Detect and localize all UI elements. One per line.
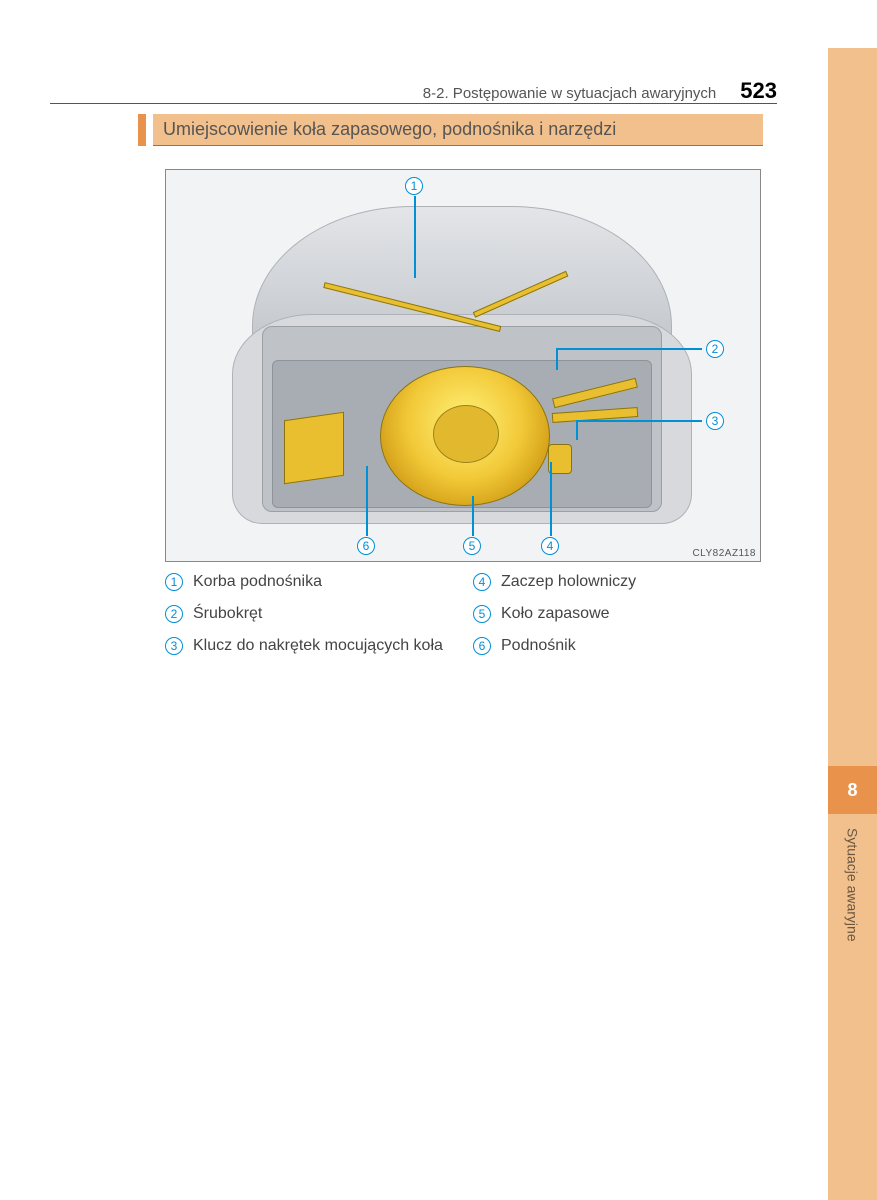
figure-callout-3: 3: [706, 412, 724, 430]
legend-item: 2 Śrubokręt: [165, 602, 453, 626]
figure-callout-1: 1: [405, 177, 423, 195]
figure-illustration: [192, 200, 736, 554]
figure-callout-2: 2: [706, 340, 724, 358]
legend-text: Koło zapasowe: [501, 602, 761, 626]
jack-crank-icon: [324, 252, 544, 312]
spare-wheel-icon: [380, 366, 550, 506]
legend-num: 2: [165, 605, 183, 623]
heading-text: Umiejscowienie koła zapasowego, podnośni…: [153, 114, 763, 146]
chapter-title-vertical: Sytuacje awaryjne: [828, 828, 877, 1028]
figure-trunk-tools: 1 2 3 4 5 6 CLY82AZ118: [165, 169, 761, 562]
legend-num: 3: [165, 637, 183, 655]
legend-col-left: 1 Korba podnośnika 2 Śrubokręt 3 Klucz d…: [165, 570, 453, 666]
section-heading: Umiejscowienie koła zapasowego, podnośni…: [138, 114, 763, 146]
legend-item: 6 Podnośnik: [473, 634, 761, 658]
figure-callout-5: 5: [463, 537, 481, 555]
legend-text: Klucz do nakrętek mocujących koła: [193, 634, 453, 658]
legend-item: 1 Korba podnośnika: [165, 570, 453, 594]
legend-text: Zaczep holowniczy: [501, 570, 761, 594]
legend-item: 3 Klucz do nakrętek mocujących koła: [165, 634, 453, 658]
legend-item: 4 Zaczep holowniczy: [473, 570, 761, 594]
legend-num: 4: [473, 573, 491, 591]
header-rule: [50, 103, 777, 104]
legend-num: 6: [473, 637, 491, 655]
heading-accent-bar: [138, 114, 146, 146]
legend-num: 1: [165, 573, 183, 591]
legend-text: Podnośnik: [501, 634, 761, 658]
figure-legend: 1 Korba podnośnika 2 Śrubokręt 3 Klucz d…: [165, 570, 761, 666]
page-number: 523: [740, 78, 777, 104]
legend-col-right: 4 Zaczep holowniczy 5 Koło zapasowe 6 Po…: [473, 570, 761, 666]
legend-num: 5: [473, 605, 491, 623]
figure-callout-4: 4: [541, 537, 559, 555]
legend-text: Korba podnośnika: [193, 570, 453, 594]
page-header: 8-2. Postępowanie w sytuacjach awaryjnyc…: [50, 78, 777, 104]
manual-page: 8 Sytuacje awaryjne 8-2. Postępowanie w …: [0, 0, 877, 1200]
jack-icon: [284, 412, 344, 484]
figure-callout-6: 6: [357, 537, 375, 555]
section-path: 8-2. Postępowanie w sytuacjach awaryjnyc…: [423, 85, 716, 102]
legend-text: Śrubokręt: [193, 602, 453, 626]
figure-code: CLY82AZ118: [692, 548, 756, 559]
legend-item: 5 Koło zapasowe: [473, 602, 761, 626]
chapter-number-badge: 8: [828, 766, 877, 814]
